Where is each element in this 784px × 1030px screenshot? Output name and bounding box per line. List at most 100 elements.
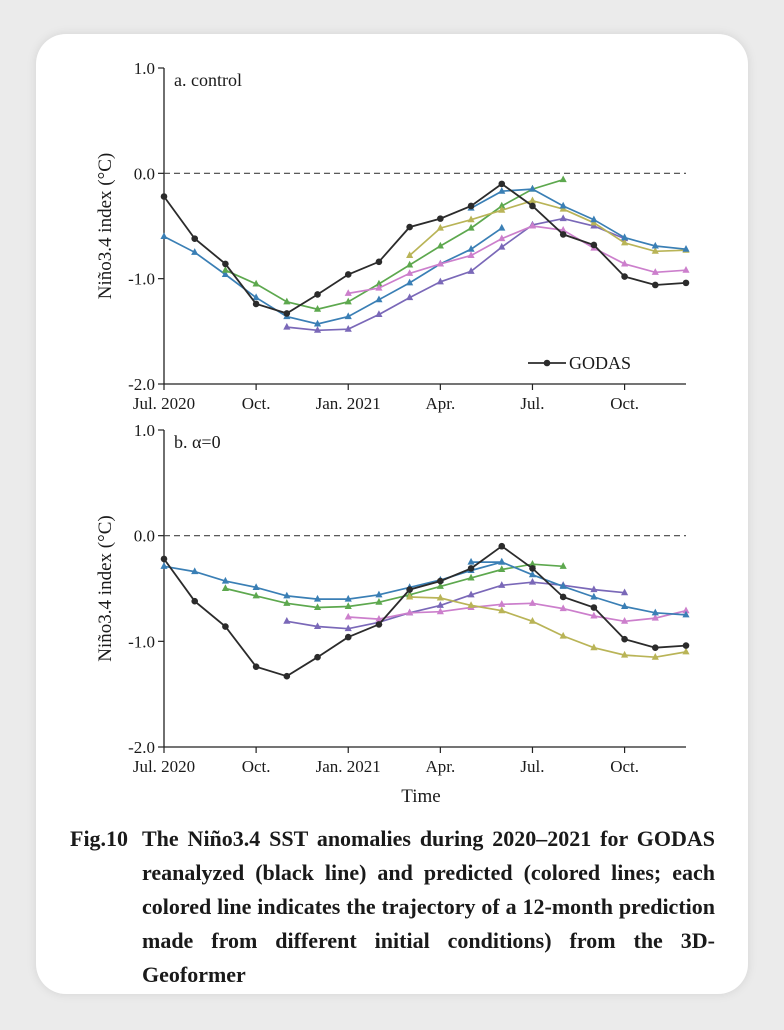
forecast-point	[375, 283, 383, 291]
godas-point	[682, 642, 690, 649]
forecast-point	[436, 601, 444, 608]
forecast-point	[406, 251, 414, 259]
x-tick-label: Oct.	[242, 757, 271, 776]
legend-marker	[543, 359, 551, 367]
forecast-point	[590, 215, 598, 223]
panel-label: b. α=0	[174, 432, 221, 452]
forecast-point	[682, 647, 690, 655]
forecast-point	[406, 278, 414, 286]
forecast-point	[252, 293, 260, 301]
forecast-point	[498, 581, 506, 588]
forecast-point	[375, 598, 383, 605]
godas-point	[283, 672, 291, 680]
forecast-point	[498, 565, 506, 572]
forecast-point	[467, 573, 475, 581]
forecast-series	[467, 557, 690, 618]
forecast-point	[559, 604, 567, 612]
forecast-line	[409, 596, 687, 659]
forecast-point	[344, 602, 352, 609]
godas-point	[437, 215, 444, 222]
forecast-point	[498, 187, 506, 194]
forecast-point	[467, 244, 475, 252]
forecast-series	[283, 214, 629, 333]
x-tick-label: Jul.	[520, 394, 544, 413]
forecast-point	[406, 293, 414, 301]
forecast-point	[406, 260, 414, 268]
x-axis-title: Time	[401, 786, 440, 807]
godas-point	[252, 663, 260, 670]
forecast-point	[252, 583, 260, 590]
godas-point	[559, 593, 567, 601]
godas-point	[222, 260, 229, 268]
forecast-point	[252, 591, 260, 599]
forecast-point	[375, 295, 383, 303]
forecast-point	[221, 584, 229, 592]
forecast-point	[498, 223, 506, 231]
forecast-point	[375, 310, 383, 317]
caption-text: The Niño3.4 SST anomalies during 2020–20…	[142, 826, 715, 987]
godas-point	[621, 273, 628, 280]
forecast-point	[528, 617, 537, 624]
forecast-point	[651, 652, 659, 660]
forecast-point	[467, 557, 475, 565]
forecast-point	[528, 221, 537, 229]
forecast-series	[467, 184, 690, 252]
godas-point	[651, 281, 659, 289]
godas-point	[498, 542, 506, 550]
godas-series	[160, 180, 690, 317]
forecast-line	[286, 217, 625, 332]
forecast-point	[344, 624, 352, 632]
forecast-point	[283, 617, 291, 624]
forecast-point	[283, 591, 291, 599]
forecast-series	[283, 577, 629, 632]
godas-line	[163, 545, 687, 678]
godas-point	[160, 193, 168, 200]
godas-point	[191, 597, 199, 605]
x-tick-label: Apr.	[425, 394, 455, 413]
forecast-point	[498, 600, 506, 607]
forecast-point	[467, 215, 475, 223]
x-tick-label: Jan. 2021	[316, 757, 381, 776]
godas-point	[222, 623, 229, 630]
forecast-point	[498, 234, 506, 242]
forecast-point	[590, 585, 598, 593]
forecast-point	[436, 277, 444, 285]
forecast-point	[621, 259, 629, 267]
forecast-point	[160, 232, 168, 240]
godas-point	[314, 653, 321, 661]
forecast-point	[651, 613, 659, 621]
godas-point	[621, 635, 628, 643]
y-tick-label: 1.0	[134, 59, 155, 78]
forecast-point	[467, 223, 475, 231]
forecast-point	[528, 599, 537, 606]
forecast-point	[313, 594, 322, 602]
godas-point	[559, 231, 567, 238]
forecast-point	[344, 612, 352, 620]
forecast-line	[225, 178, 564, 311]
forecast-line	[225, 563, 564, 609]
forecast-point	[313, 319, 322, 327]
forecast-point	[344, 594, 352, 602]
forecast-series	[160, 223, 506, 327]
y-tick-label: 1.0	[134, 421, 155, 440]
forecast-point	[621, 588, 629, 596]
forecast-point	[221, 266, 229, 273]
forecast-point	[344, 312, 352, 320]
forecast-point	[651, 608, 659, 616]
forecast-point	[621, 233, 629, 241]
y-tick-label: -1.0	[128, 270, 155, 289]
forecast-point	[467, 601, 475, 608]
x-tick-label: Jan. 2021	[316, 394, 381, 413]
forecast-point	[283, 322, 291, 330]
forecast-point	[559, 562, 567, 569]
y-axis-title: Niño3.4 index (°C)	[95, 153, 116, 299]
godas-point	[314, 291, 321, 298]
forecast-point	[467, 267, 475, 274]
godas-point	[375, 258, 383, 266]
y-tick-label: 0.0	[134, 527, 155, 546]
godas-point	[406, 223, 413, 231]
forecast-line	[163, 561, 503, 600]
godas-point	[498, 180, 506, 188]
forecast-series	[406, 592, 690, 660]
